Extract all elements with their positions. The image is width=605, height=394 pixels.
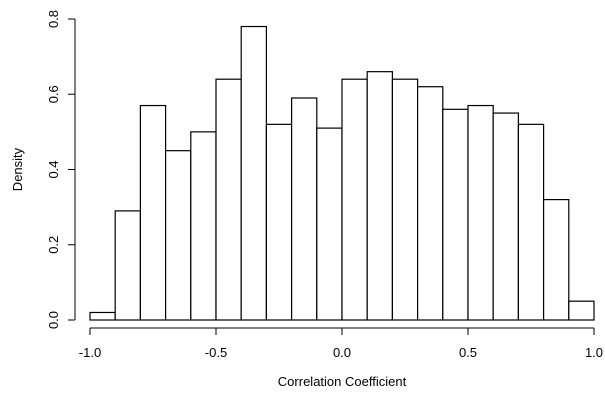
histogram-bar bbox=[190, 131, 217, 321]
histogram-bar bbox=[517, 123, 545, 321]
histogram-bar bbox=[139, 104, 167, 321]
histogram-bar bbox=[366, 71, 394, 321]
y-tick-label: 0.0 bbox=[46, 311, 61, 329]
histogram-bar bbox=[568, 300, 595, 321]
histogram-bar bbox=[467, 104, 494, 321]
x-axis: -1.0 -0.5 0.0 0.5 1.0 bbox=[79, 327, 603, 360]
y-tick-label: 0.2 bbox=[46, 236, 61, 254]
y-tick-label: 0.6 bbox=[46, 85, 61, 103]
x-tick-label: 0.5 bbox=[459, 345, 477, 360]
x-axis-label: Correlation Coefficient bbox=[278, 374, 407, 389]
x-tick-label: 0.0 bbox=[333, 345, 351, 360]
x-tick-label: -0.5 bbox=[205, 345, 227, 360]
x-tick-label: -1.0 bbox=[79, 345, 101, 360]
histogram-bar bbox=[265, 123, 293, 321]
histogram-bar bbox=[89, 311, 116, 321]
histogram-bar bbox=[417, 86, 444, 321]
histogram-bar bbox=[291, 97, 318, 321]
histogram-bar bbox=[215, 78, 242, 321]
y-tick-label: 0.4 bbox=[46, 160, 61, 178]
y-tick-label: 0.8 bbox=[46, 10, 61, 28]
histogram-bar bbox=[114, 210, 141, 321]
y-axis: 0.0 0.2 0.4 0.6 0.8 bbox=[46, 10, 76, 329]
histogram-bar bbox=[165, 150, 192, 321]
histogram-bar bbox=[316, 127, 343, 321]
histogram-bar bbox=[341, 78, 368, 321]
histogram-bars bbox=[89, 25, 595, 321]
histogram-bar bbox=[442, 108, 469, 321]
y-axis-label: Density bbox=[10, 147, 25, 191]
histogram-bar bbox=[542, 199, 570, 321]
histogram-bar bbox=[240, 25, 267, 321]
histogram-bar bbox=[492, 112, 520, 321]
x-tick-label: 1.0 bbox=[585, 345, 603, 360]
histogram-bar bbox=[391, 78, 419, 321]
